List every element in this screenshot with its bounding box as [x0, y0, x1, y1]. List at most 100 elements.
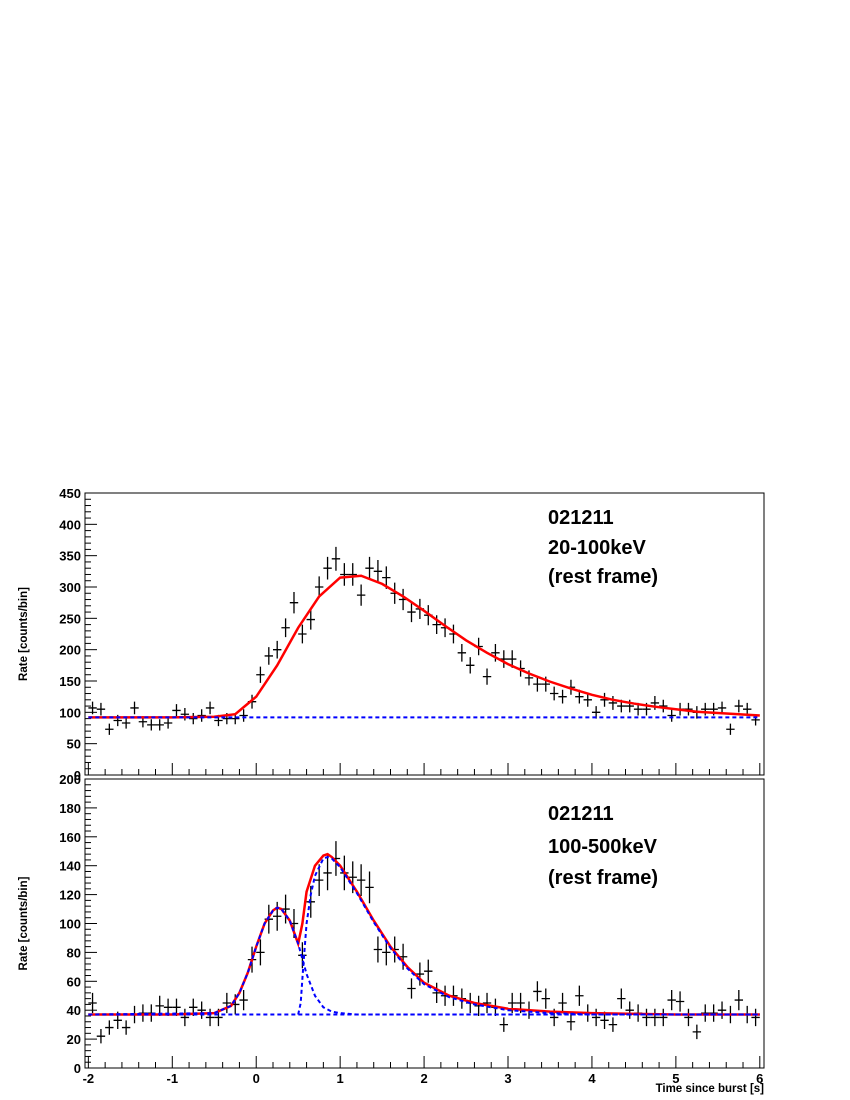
- data-point: [314, 576, 324, 598]
- data-point: [298, 624, 307, 644]
- data-point: [743, 702, 752, 716]
- data-point: [608, 1017, 618, 1032]
- data-point: [147, 719, 156, 731]
- y-tick-label: 120: [59, 888, 81, 903]
- data-point: [88, 701, 97, 715]
- data-point: [432, 982, 441, 1003]
- data-point: [533, 981, 542, 1002]
- y-tick-label: 140: [59, 859, 81, 874]
- y-tick-label: 160: [59, 830, 81, 845]
- data-point: [306, 885, 315, 918]
- data-point: [650, 1008, 660, 1027]
- data-point: [407, 978, 416, 999]
- data-point: [382, 939, 391, 966]
- y-tick-label: 450: [59, 486, 81, 501]
- data-point: [482, 992, 492, 1014]
- data-point: [96, 702, 106, 716]
- data-point: [264, 647, 274, 665]
- data-point: [172, 998, 181, 1016]
- y-axis-label: Rate [counts/bin]: [18, 876, 30, 970]
- y-tick-label: 50: [67, 737, 81, 752]
- data-point: [314, 864, 324, 897]
- data-point: [667, 989, 676, 1011]
- data-point: [121, 717, 131, 729]
- data-point: [701, 1004, 710, 1022]
- data-point: [734, 699, 744, 713]
- y-tick-label: 100: [59, 917, 81, 932]
- data-point: [482, 668, 492, 685]
- data-point: [239, 989, 248, 1011]
- fit-total: [88, 852, 760, 1016]
- y-tick-label: 300: [59, 580, 81, 595]
- data-point: [566, 1013, 576, 1031]
- annotation: (rest frame): [548, 867, 658, 889]
- x-tick-label: -1: [167, 1071, 179, 1086]
- data-point: [600, 692, 609, 707]
- y-tick-label: 100: [59, 705, 81, 720]
- data-point: [348, 563, 357, 586]
- data-point: [96, 1028, 106, 1044]
- data-point: [306, 609, 315, 630]
- annotation: (rest frame): [548, 566, 658, 588]
- plot-frame: [84, 778, 765, 1069]
- y-tick-label: 200: [59, 643, 81, 658]
- y-tick-label: 250: [59, 611, 81, 626]
- data-point: [717, 1001, 727, 1019]
- data-point: [558, 992, 567, 1014]
- data-point: [180, 1008, 190, 1027]
- x-tick-label: 0: [253, 1071, 260, 1086]
- data-point: [608, 696, 618, 710]
- data-point: [373, 936, 383, 963]
- data-point: [130, 701, 139, 715]
- y-tick-label: 180: [59, 801, 81, 816]
- y-axis-label: Rate [counts/bin]: [18, 587, 30, 681]
- x-tick-label: 1: [337, 1071, 344, 1086]
- annotation: 021211: [548, 507, 614, 529]
- data-point: [583, 692, 592, 707]
- data-point: [340, 563, 349, 586]
- data-point: [121, 1020, 131, 1035]
- data-point: [424, 959, 433, 983]
- data-point: [407, 602, 416, 623]
- data-point: [466, 657, 475, 674]
- y-tick-label: 400: [59, 517, 81, 532]
- x-tick-label: 4: [588, 1071, 596, 1086]
- data-point: [457, 644, 467, 662]
- data-point: [734, 989, 744, 1011]
- data-point: [365, 871, 374, 904]
- data-point: [684, 1008, 693, 1027]
- x-axis-label: Time since burst [s]: [656, 1083, 765, 1095]
- fit-component: [88, 906, 760, 1016]
- data-point: [365, 556, 374, 580]
- data-point: [356, 584, 366, 606]
- x-tick-label: 6: [756, 1071, 763, 1086]
- data-point: [205, 1008, 215, 1027]
- y-tick-label: 150: [59, 674, 81, 689]
- data-point: [591, 1008, 601, 1027]
- data-point: [323, 556, 332, 580]
- plot-frame: [84, 492, 765, 776]
- data-point: [88, 992, 97, 1014]
- data-point: [675, 991, 685, 1012]
- data-point: [273, 640, 282, 659]
- y-tick-label: 350: [59, 549, 81, 564]
- data-point: [289, 592, 299, 614]
- data-point: [323, 855, 332, 891]
- data-point: [692, 1024, 702, 1040]
- data-point: [659, 1008, 668, 1027]
- data-point: [189, 712, 198, 725]
- data-point: [273, 901, 282, 931]
- data-point: [659, 699, 668, 713]
- data-point: [373, 560, 383, 583]
- data-point: [205, 701, 215, 715]
- annotation: 100-500keV: [548, 836, 658, 858]
- data-point: [558, 689, 567, 704]
- y-tick-label: 40: [67, 1003, 81, 1018]
- data-point: [155, 719, 164, 731]
- data-point: [499, 1017, 509, 1032]
- data-point: [726, 723, 735, 735]
- annotation: 20-100keV: [548, 537, 647, 559]
- data-point: [617, 988, 626, 1009]
- data-point: [197, 1001, 206, 1019]
